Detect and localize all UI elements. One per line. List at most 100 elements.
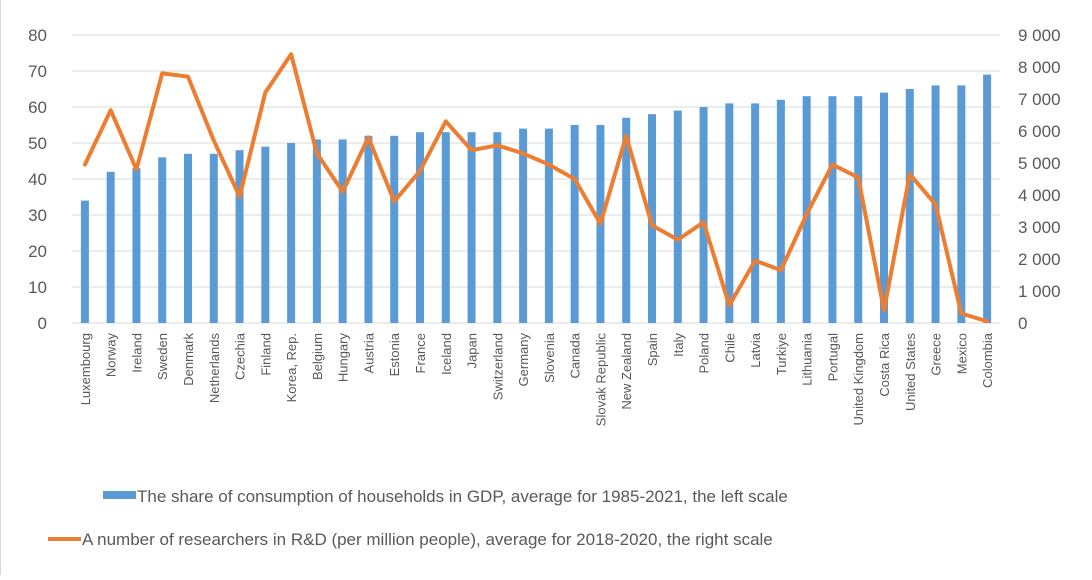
bar <box>287 143 296 323</box>
x-category-label: Denmark <box>181 333 196 386</box>
legend-label-line: A number of researchers in R&D (per mill… <box>82 530 773 549</box>
y-right-tick-label: 2 000 <box>1018 250 1061 269</box>
bar <box>544 128 553 323</box>
y-right-tick-label: 1 000 <box>1018 282 1061 301</box>
x-category-label: Finland <box>258 333 273 376</box>
bar-series <box>80 74 992 324</box>
x-category-label: France <box>413 333 428 373</box>
y-right-tick-label: 5 000 <box>1018 154 1061 173</box>
x-category-label: Japan <box>465 333 480 368</box>
y-right-tick-label: 3 000 <box>1018 218 1061 237</box>
bar <box>725 103 734 324</box>
y-left-tick-label: 20 <box>28 242 47 261</box>
gridlines <box>72 34 1000 324</box>
legend-label-bars: The share of consumption of households i… <box>137 487 788 506</box>
x-category-label: Luxembourg <box>78 333 93 405</box>
bar <box>158 157 167 323</box>
x-category-label: Colombia <box>980 332 995 388</box>
bar <box>673 110 682 323</box>
x-category-label: Norway <box>104 333 119 378</box>
bar <box>364 135 373 323</box>
bar <box>416 132 424 323</box>
x-category-label: Italy <box>671 333 686 357</box>
y-left-tick-label: 60 <box>28 98 47 117</box>
legend-swatch-bars <box>103 491 136 499</box>
bar <box>467 132 476 323</box>
legend: The share of consumption of households i… <box>48 487 788 549</box>
y-left-tick-label: 80 <box>28 26 47 45</box>
bar <box>261 146 270 323</box>
bar <box>751 103 760 324</box>
y-left-tick-label: 10 <box>28 278 47 297</box>
x-category-label: Korea, Rep. <box>284 333 299 402</box>
bar <box>880 92 888 323</box>
frame-left-border <box>0 0 1 575</box>
y-left-tick-label: 40 <box>28 170 47 189</box>
x-category-label: Canada <box>568 332 583 378</box>
x-category-label: Lithuania <box>800 332 815 386</box>
y-right-tick-label: 4 000 <box>1018 186 1061 205</box>
x-category-label: Iceland <box>439 333 454 375</box>
bar <box>699 107 708 323</box>
bar <box>390 135 399 323</box>
x-category-label: Ireland <box>129 333 144 373</box>
researchers-line <box>82 52 990 324</box>
y-right-tick-label: 0 <box>1018 314 1027 333</box>
x-category-label: Portugal <box>825 333 840 382</box>
x-category-label: Mexico <box>954 333 969 374</box>
x-category-label: Slovenia <box>542 332 557 383</box>
bar <box>622 117 631 323</box>
x-category-label: Czechia <box>233 332 248 380</box>
y-axis-left: 0 10 20 30 40 50 60 70 80 <box>28 26 47 333</box>
x-category-label: Estonia <box>387 332 402 376</box>
y-left-tick-label: 50 <box>28 134 47 153</box>
y-right-tick-label: 9 000 <box>1018 26 1061 45</box>
x-category-label: Turkiye <box>774 333 789 375</box>
x-category-label: Costa Rica <box>877 332 892 396</box>
bar <box>957 85 966 324</box>
x-category-label: United States <box>903 333 918 412</box>
bar <box>905 89 914 323</box>
y-right-tick-label: 8 000 <box>1018 58 1061 77</box>
y-left-tick-label: 30 <box>28 206 47 225</box>
x-category-label: Sweden <box>155 333 170 380</box>
x-category-label: Switzerland <box>490 333 505 400</box>
bar <box>184 153 192 323</box>
y-right-tick-label: 6 000 <box>1018 122 1061 141</box>
bar <box>570 125 579 323</box>
bar <box>493 132 502 323</box>
bar <box>854 96 863 323</box>
line-series <box>82 52 990 324</box>
bar <box>828 96 837 323</box>
x-category-label: Slovak Republic <box>593 333 608 427</box>
y-left-tick-label: 70 <box>28 62 47 81</box>
bar <box>802 96 811 323</box>
x-category-label: Belgium <box>310 333 325 380</box>
bar <box>312 139 321 323</box>
y-right-tick-label: 7 000 <box>1018 90 1061 109</box>
y-left-tick-label: 0 <box>38 314 47 333</box>
x-category-label: Chile <box>722 333 737 363</box>
bar <box>132 168 141 323</box>
x-category-label: Austria <box>361 332 376 373</box>
x-category-label: Greece <box>929 333 944 376</box>
bar <box>776 99 785 323</box>
y-axis-right: 0 1 000 2 000 3 000 4 000 5 000 6 000 7 000 8 00… <box>1018 26 1061 333</box>
bar <box>106 171 115 323</box>
x-category-label: Spain <box>645 333 660 366</box>
bar <box>209 153 218 323</box>
bar <box>80 200 89 323</box>
x-axis-categories: Luxembourg Norway Ireland Sweden Denmark Neth… <box>78 332 995 426</box>
bar <box>441 132 450 323</box>
bar <box>519 128 528 323</box>
x-category-label: United Kingdom <box>851 333 866 426</box>
x-category-label: Germany <box>516 333 531 387</box>
x-category-label: Latvia <box>748 332 763 367</box>
bar <box>338 139 347 323</box>
bar <box>983 74 992 323</box>
bar <box>235 150 244 323</box>
x-category-label: Poland <box>697 333 712 373</box>
x-category-label: Hungary <box>336 333 351 383</box>
x-category-label: New Zealand <box>619 333 634 410</box>
